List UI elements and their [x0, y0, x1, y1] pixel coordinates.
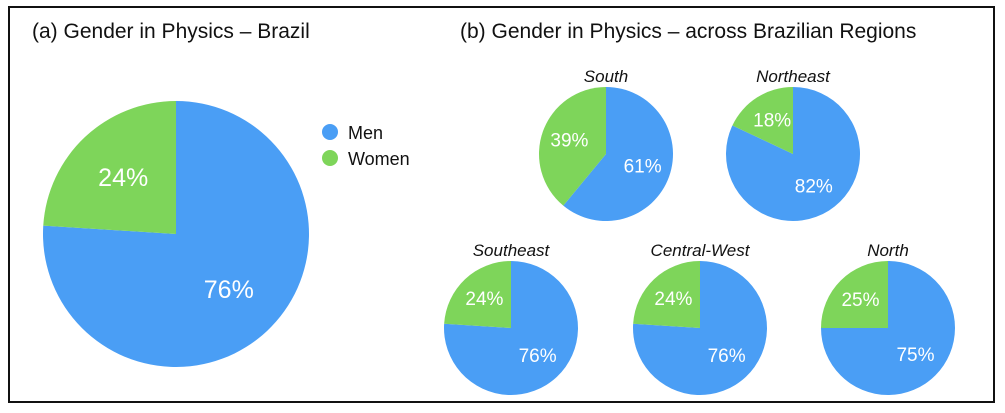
region-title-central-west: Central-West [651, 241, 751, 260]
region-southeast-slice-women [444, 261, 511, 328]
region-central-west-label-women: 24% [654, 289, 692, 310]
region-title-southeast: Southeast [473, 241, 551, 260]
region-southeast-pie: 76% 24% [443, 261, 578, 395]
region-south-slice-women [539, 87, 606, 206]
region-title-south: South [584, 67, 628, 86]
region-central-west-slice-men [632, 261, 767, 395]
region-southeast-label-women: 24% [465, 289, 503, 310]
region-northeast-pie: 82% 18% [726, 87, 861, 221]
region-central-west-slice-women [633, 261, 700, 328]
legend: Men Women [322, 123, 410, 169]
region-southeast-slice-men [443, 261, 578, 395]
region-north-label-men: 75% [896, 345, 934, 366]
brazil-slice-women [43, 100, 177, 234]
chart-a-title: (a) Gender in Physics – Brazil [32, 20, 310, 43]
region-south-label-men: 61% [624, 157, 662, 178]
region-south-slice-men [563, 87, 674, 221]
legend-women-label: Women [348, 149, 410, 169]
region-southeast-label-men: 76% [519, 346, 557, 367]
region-title-northeast: Northeast [756, 67, 831, 86]
region-south-pie: 61% 39% [539, 87, 674, 221]
legend-women-marker [322, 150, 338, 166]
legend-men-marker [322, 124, 338, 140]
region-title-north: North [867, 241, 909, 260]
chart-b-title: (b) Gender in Physics – across Brazilian… [460, 20, 916, 43]
region-south-label-women: 39% [550, 130, 588, 151]
region-northeast-label-men: 82% [795, 176, 833, 197]
region-central-west-label-men: 76% [708, 346, 746, 367]
brazil-label-men: 76% [204, 276, 254, 304]
region-northeast-label-women: 18% [753, 111, 791, 132]
legend-men-label: Men [348, 123, 383, 143]
brazil-pie: 76% 24% [42, 100, 309, 367]
region-northeast-slice-women [732, 87, 793, 154]
region-north-pie: 75% 25% [821, 261, 955, 395]
region-central-west-pie: 76% 24% [632, 261, 767, 395]
brazil-label-women: 24% [98, 164, 148, 192]
region-northeast-slice-men [726, 87, 861, 221]
brazil-slice-men [42, 101, 309, 367]
region-north-label-women: 25% [841, 290, 879, 311]
region-north-slice-women [821, 261, 888, 328]
